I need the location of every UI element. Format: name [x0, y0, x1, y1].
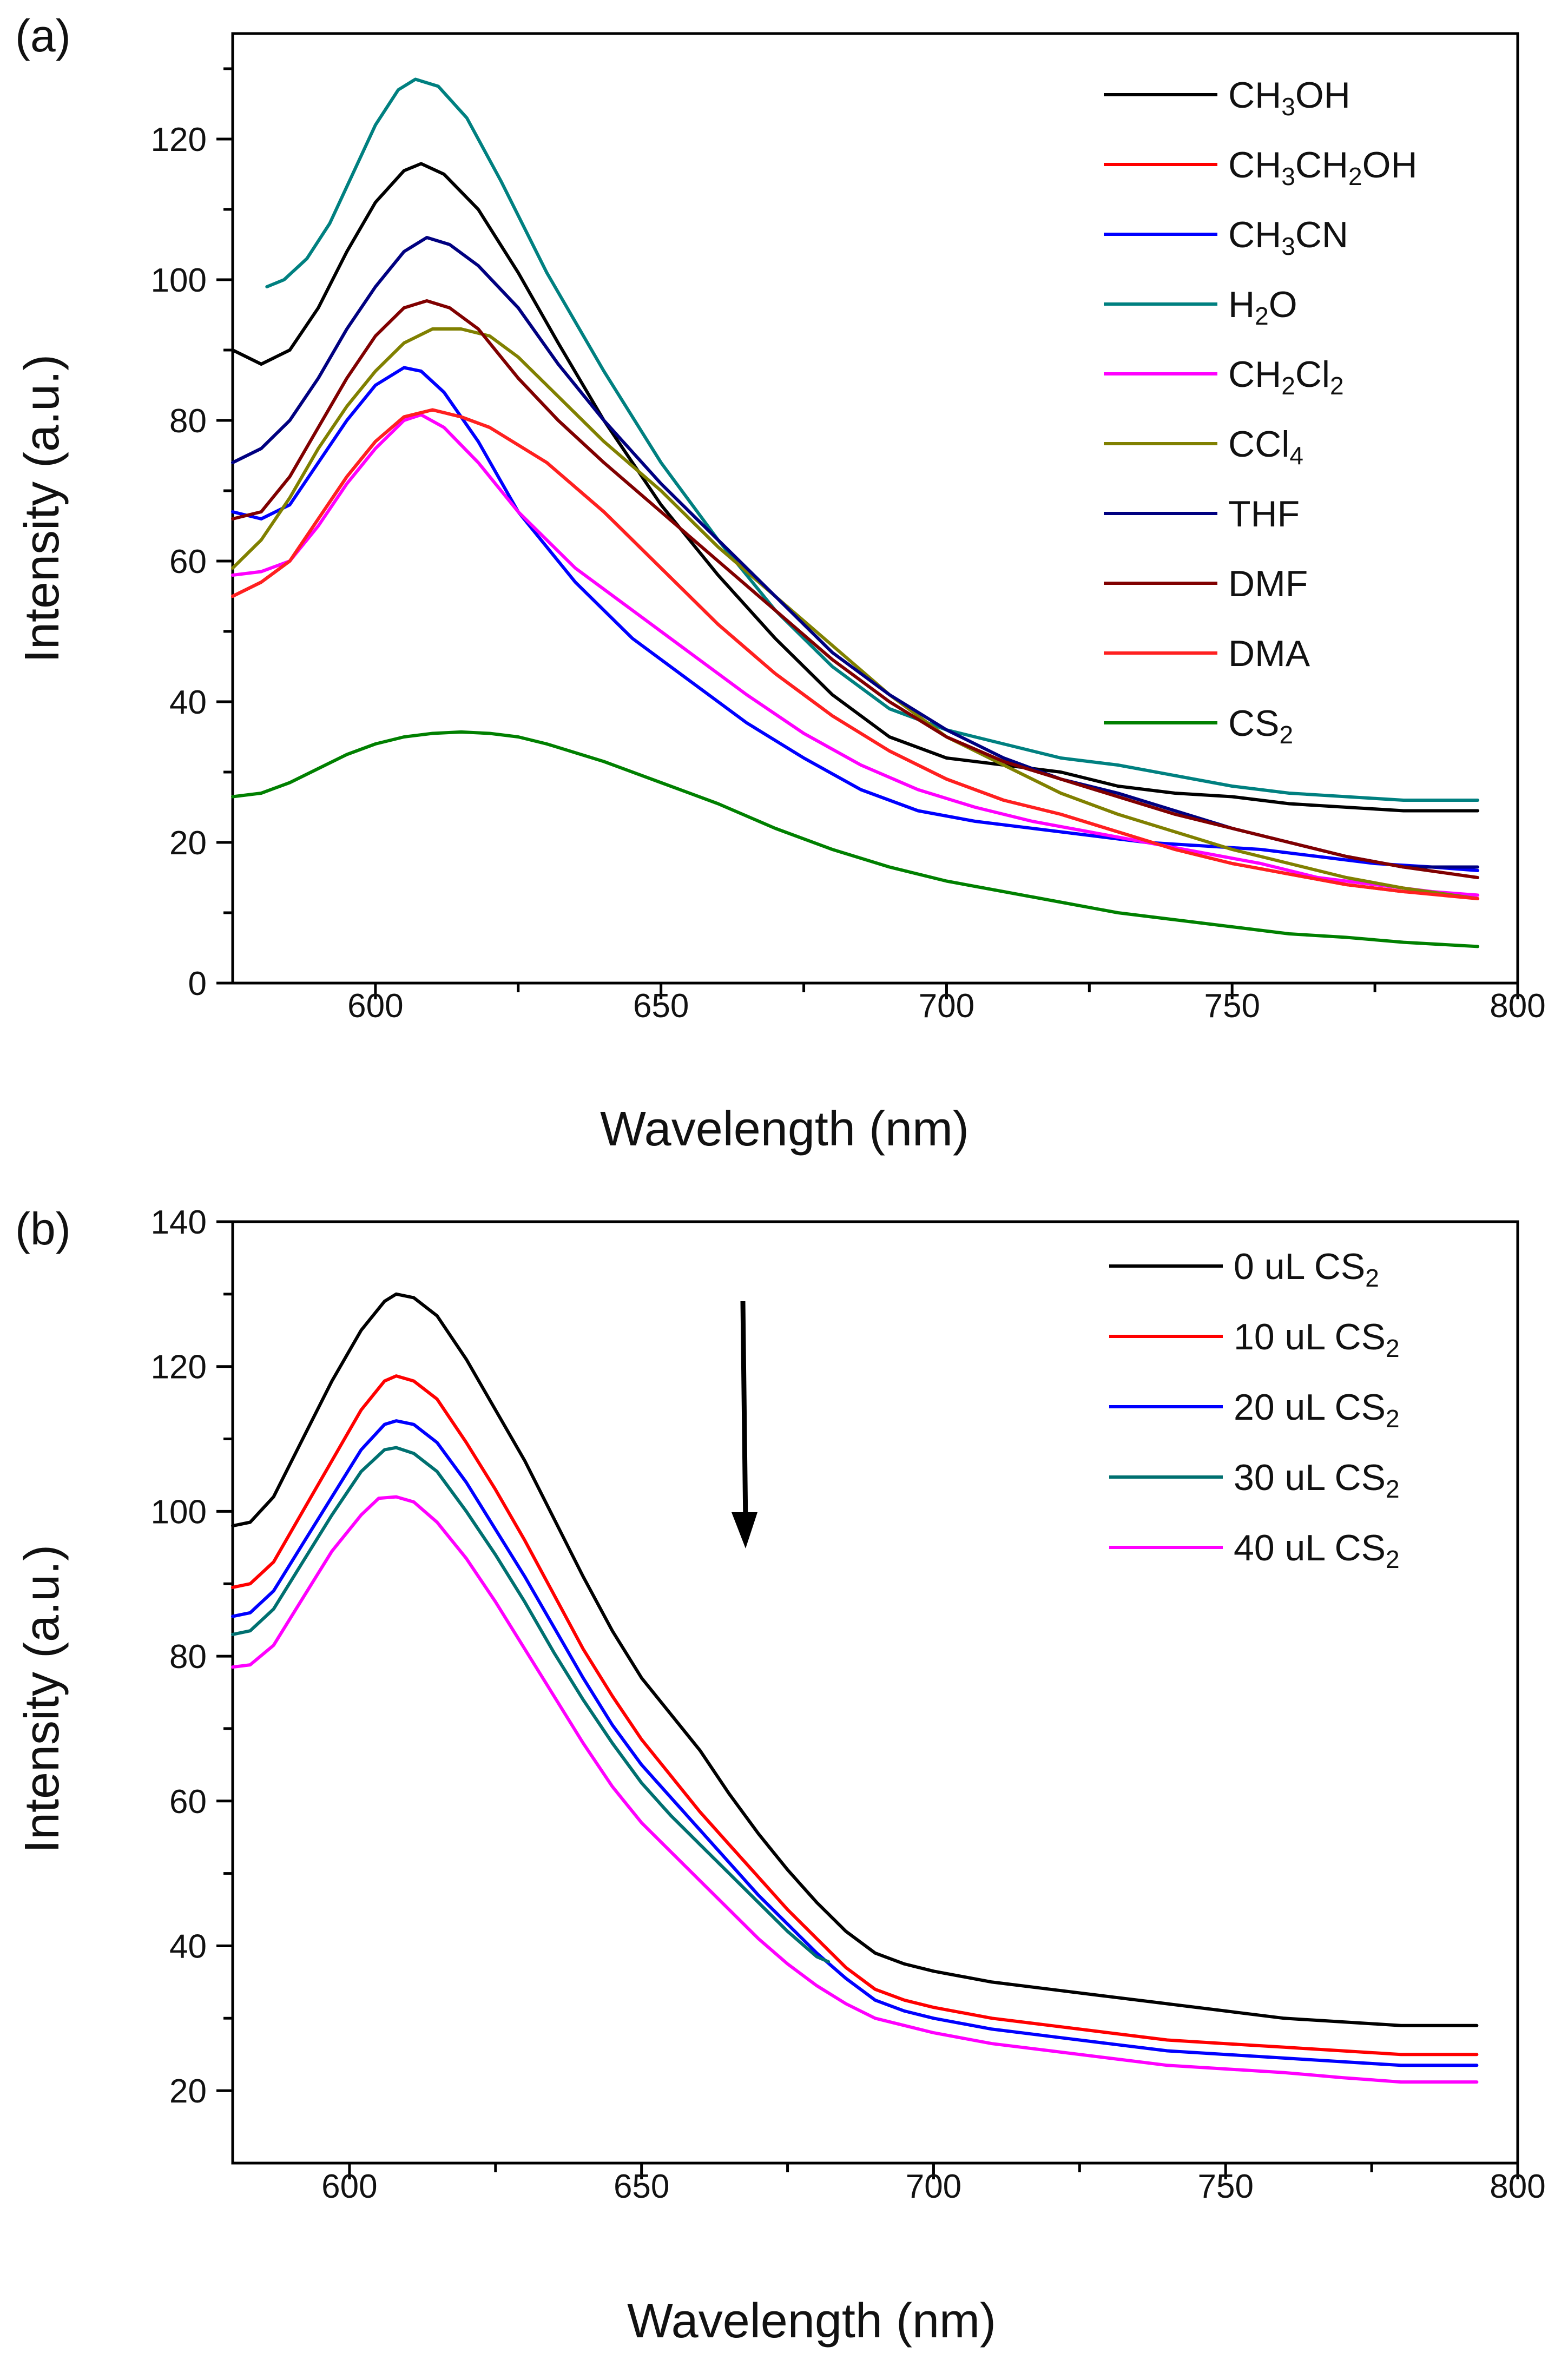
legend-item-a-9: CS2	[1104, 703, 1293, 749]
legend-label: CH2Cl2	[1228, 354, 1344, 400]
x-tick-label: 600	[321, 2168, 377, 2205]
series-line-b-2	[231, 1419, 1479, 2067]
plot-frame-b	[231, 1220, 1519, 2165]
legend-label: DMF	[1228, 563, 1308, 604]
x-axis-b: 600 650 700 750 800	[321, 2163, 1546, 2205]
legend-item-a-1: CH3CH2OH	[1104, 144, 1418, 190]
legend-item-b-2: 20 uL CS2	[1109, 1387, 1400, 1433]
series-lines-a	[231, 77, 1480, 948]
x-tick-label: 650	[633, 987, 689, 1025]
x-tick-label: 750	[1198, 2168, 1254, 2205]
x-tick-label: 800	[1490, 987, 1545, 1025]
y-axis-b: 20 40 60 80 100 120 140	[151, 1204, 233, 2110]
legend-item-a-0: CH3OH	[1104, 75, 1350, 121]
series-line-a-7	[231, 299, 1480, 879]
x-tick-label: 700	[906, 2168, 961, 2205]
y-tick-label: 60	[169, 1783, 207, 1821]
legend-item-a-5: CCl4	[1104, 424, 1303, 470]
legend-label: CH3CN	[1228, 214, 1348, 260]
legend-b: 0 uL CS2 10 uL CS2 20 uL CS2 30 uL CS2 40 uL…	[1109, 1246, 1400, 1573]
decrease-arrow-head	[732, 1512, 757, 1548]
y-tick-label: 120	[151, 121, 207, 159]
x-tick-label: 650	[614, 2168, 669, 2205]
y-tick-label: 40	[169, 1928, 207, 1965]
series-line-b-4	[231, 1495, 1479, 2084]
legend-label: 30 uL CS2	[1234, 1457, 1400, 1503]
legend-label: H2O	[1228, 284, 1297, 330]
series-line-b-3	[231, 1446, 831, 1963]
legend-label: CCl4	[1228, 424, 1303, 470]
legend-label: CH3OH	[1228, 75, 1350, 121]
series-lines-b	[231, 1292, 1479, 2084]
x-tick-label: 700	[919, 987, 974, 1025]
legend-item-a-4: CH2Cl2	[1104, 354, 1344, 400]
legend-item-a-2: CH3CN	[1104, 214, 1348, 260]
chart-panel-a: (a) 600 650 700 750 800 0 20 40 60 80 100 120 CH3O…	[15, 10, 1546, 1156]
series-line-a-9	[231, 730, 1480, 948]
y-axis-title-b: Intensity (a.u.)	[15, 1545, 69, 1853]
x-axis-title-a: Wavelength (nm)	[600, 1102, 969, 1156]
legend-label: DMA	[1228, 633, 1310, 674]
y-tick-label: 20	[169, 2073, 207, 2110]
y-tick-label: 20	[169, 825, 207, 862]
series-line-b-1	[231, 1374, 1479, 2057]
chart-panel-b: (b) 600 650 700 750 800 20 40 60 80 100 120 140 0 …	[15, 1203, 1546, 2348]
x-tick-label: 800	[1490, 2168, 1545, 2205]
panel-label-a: (a)	[15, 10, 71, 61]
series-line-a-5	[231, 327, 1480, 900]
legend-label: 0 uL CS2	[1234, 1246, 1379, 1292]
legend-label: 10 uL CS2	[1234, 1316, 1400, 1362]
x-axis-title-b: Wavelength (nm)	[627, 2294, 996, 2348]
legend-item-a-7: DMF	[1104, 563, 1308, 604]
series-line-b-0	[231, 1292, 1479, 2027]
panel-label-b: (b)	[15, 1203, 71, 1254]
y-tick-label: 120	[151, 1349, 207, 1386]
legend-item-b-0: 0 uL CS2	[1109, 1246, 1379, 1292]
legend-item-b-4: 40 uL CS2	[1109, 1527, 1400, 1573]
series-line-a-0	[231, 162, 1480, 813]
y-axis-a: 0 20 40 60 80 100 120	[151, 67, 233, 1003]
legend-item-a-6: THF	[1104, 493, 1300, 535]
series-line-a-6	[231, 236, 1480, 869]
legend-a: CH3OH CH3CH2OH CH3CN H2O CH2Cl2 CCl4 THF DMF DMA…	[1104, 75, 1418, 749]
legend-label: 40 uL CS2	[1234, 1527, 1400, 1573]
y-tick-label: 80	[169, 1638, 207, 1676]
legend-label: CH3CH2OH	[1228, 144, 1418, 190]
series-line-a-4	[231, 413, 1480, 897]
legend-item-a-8: DMA	[1104, 633, 1310, 674]
decrease-arrow	[732, 1301, 757, 1548]
series-line-a-3	[265, 77, 1480, 802]
y-tick-label: 60	[169, 543, 207, 581]
y-tick-label: 100	[151, 262, 207, 299]
legend-label: 20 uL CS2	[1234, 1387, 1400, 1433]
y-tick-label: 0	[188, 965, 207, 1003]
x-axis-a: 600 650 700 750 800	[347, 983, 1546, 1025]
legend-item-a-3: H2O	[1104, 284, 1297, 330]
decrease-arrow-shaft	[740, 1301, 748, 1524]
legend-label: CS2	[1228, 703, 1293, 749]
legend-item-b-3: 30 uL CS2	[1109, 1457, 1400, 1503]
y-tick-label: 80	[169, 403, 207, 440]
series-line-a-8	[231, 408, 1480, 900]
plot-frame-a	[231, 32, 1519, 985]
y-tick-label: 140	[151, 1204, 207, 1241]
legend-label: THF	[1228, 493, 1300, 535]
y-tick-label: 100	[151, 1493, 207, 1531]
y-tick-label: 40	[169, 684, 207, 721]
x-tick-label: 750	[1204, 987, 1260, 1025]
x-tick-label: 600	[347, 987, 403, 1025]
legend-item-b-1: 10 uL CS2	[1109, 1316, 1400, 1362]
y-axis-title-a: Intensity (a.u.)	[15, 354, 69, 663]
series-line-a-2	[231, 366, 1480, 872]
